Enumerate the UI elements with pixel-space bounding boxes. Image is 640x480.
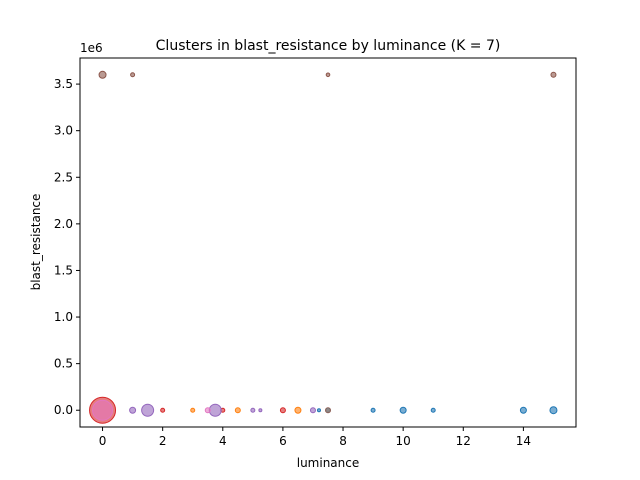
y-tick-label: 0.0 bbox=[54, 403, 73, 417]
data-point bbox=[550, 71, 557, 78]
data-point bbox=[519, 406, 527, 414]
data-point bbox=[279, 407, 286, 414]
data-point bbox=[258, 408, 263, 413]
data-points bbox=[89, 70, 558, 424]
data-point bbox=[234, 407, 241, 414]
data-point bbox=[98, 70, 107, 79]
x-axis-label: luminance bbox=[297, 456, 360, 470]
data-point bbox=[130, 72, 136, 78]
data-point bbox=[325, 407, 331, 413]
plot-area: 0 2 4 6 8 10 12 14 0.0 0.5 1.0 1.5 2.0 2.5 3.0 3.5 bbox=[54, 57, 577, 448]
data-point bbox=[129, 406, 137, 414]
data-point bbox=[549, 406, 558, 415]
y-tick-label: 2.0 bbox=[54, 217, 73, 231]
y-tick-label: 2.5 bbox=[54, 170, 73, 184]
y-tick-label: 3.5 bbox=[54, 77, 73, 91]
y-tick-label: 1.0 bbox=[54, 310, 73, 324]
y-offset-label: 1e6 bbox=[80, 41, 103, 55]
y-axis-label: blast_resistance bbox=[29, 194, 43, 291]
chart-title: Clusters in blast_resistance by luminanc… bbox=[156, 38, 501, 54]
x-tick-label: 6 bbox=[279, 434, 287, 448]
x-tick-label: 12 bbox=[456, 434, 471, 448]
data-point bbox=[160, 407, 166, 413]
x-axis-ticks: 0 2 4 6 8 10 12 14 bbox=[99, 427, 531, 448]
x-tick-label: 2 bbox=[159, 434, 167, 448]
x-tick-label: 10 bbox=[396, 434, 411, 448]
data-point bbox=[370, 407, 376, 413]
data-point bbox=[430, 407, 436, 413]
x-tick-label: 8 bbox=[339, 434, 347, 448]
y-tick-label: 0.5 bbox=[54, 357, 73, 371]
data-point bbox=[316, 408, 321, 413]
data-point bbox=[250, 407, 256, 413]
data-point bbox=[204, 407, 211, 414]
data-point bbox=[294, 406, 302, 414]
y-tick-label: 1.5 bbox=[54, 263, 73, 277]
x-tick-label: 4 bbox=[219, 434, 227, 448]
data-point bbox=[309, 407, 316, 414]
data-point bbox=[325, 72, 331, 78]
y-axis-ticks: 0.0 0.5 1.0 1.5 2.0 2.5 3.0 3.5 bbox=[54, 77, 80, 417]
x-tick-label: 14 bbox=[516, 434, 531, 448]
data-point bbox=[92, 399, 114, 421]
plot-frame bbox=[79, 57, 577, 428]
data-point bbox=[190, 407, 196, 413]
y-tick-label: 3.0 bbox=[54, 124, 73, 138]
x-tick-label: 0 bbox=[99, 434, 107, 448]
data-point bbox=[208, 403, 222, 417]
data-point bbox=[141, 403, 155, 417]
data-point bbox=[399, 406, 407, 414]
